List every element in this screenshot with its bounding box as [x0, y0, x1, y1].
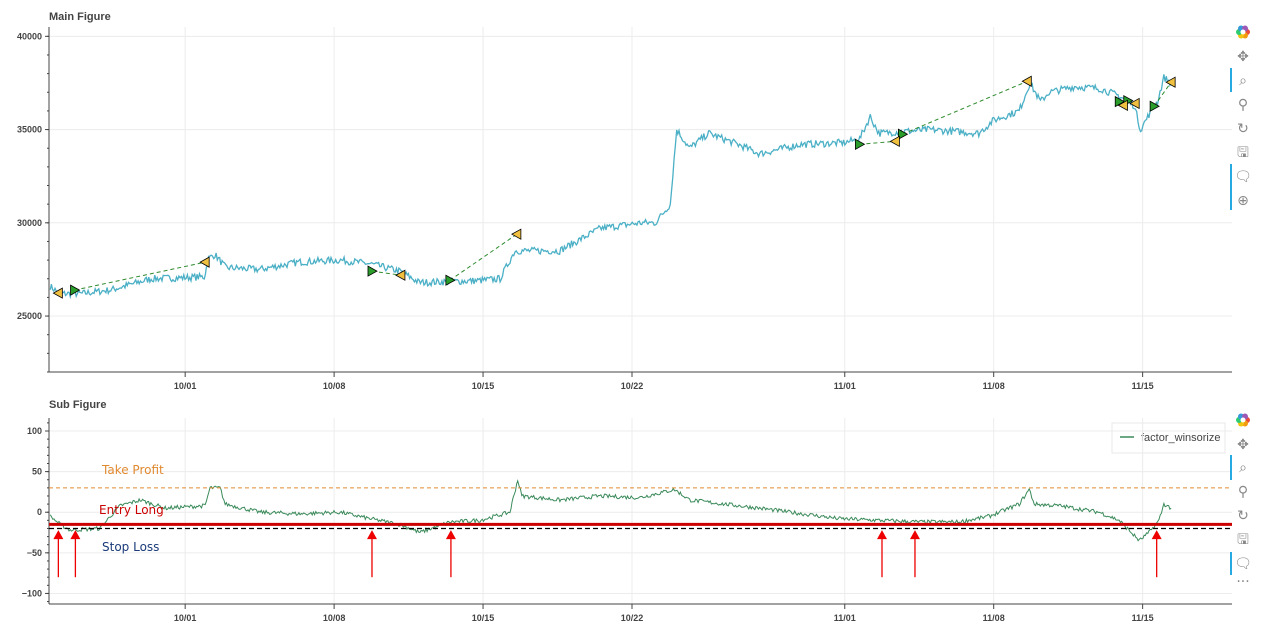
reset-icon[interactable]: ↻ [1237, 121, 1249, 137]
entry-signal-arrow [909, 530, 920, 578]
y-tick-label: 30000 [17, 218, 42, 228]
sub-figure[interactable]: Sub Figure factor_winsorize −100 −50 0 50 10… [22, 399, 1232, 623]
toolbars: ✥ ⌕ ⚲ ↻ 🖫 🗨 ⊕ ✥ ⌕ ⚲ ↻ 🖫 🗨 ··· [1230, 25, 1252, 590]
y-tick-label: 35000 [17, 125, 42, 135]
entry-marker[interactable] [855, 138, 866, 150]
trade-line [1153, 81, 1172, 107]
exit-marker[interactable] [395, 269, 406, 281]
entry-marker[interactable] [1149, 100, 1160, 112]
exit-marker[interactable] [1129, 97, 1140, 110]
crosshair-icon[interactable]: ⊕ [1237, 193, 1249, 209]
sub-figure-title: Sub Figure [49, 399, 106, 411]
x-tick-label: 11/08 [983, 613, 1005, 623]
entry-signal-arrow [53, 530, 64, 578]
legend-box [1111, 422, 1226, 454]
trade-line [859, 140, 896, 145]
y-tick-label: 25000 [17, 311, 42, 321]
trade-line [902, 80, 1028, 135]
entry-signal-arrow [1151, 530, 1162, 578]
arrow-head-icon [366, 530, 377, 540]
entry-marker[interactable] [445, 274, 456, 286]
x-tick-label: 11/01 [834, 613, 856, 623]
trade-line [74, 261, 206, 291]
arrow-head-icon [445, 530, 456, 540]
arrow-head-icon [1151, 530, 1162, 540]
entry-marker[interactable] [1114, 95, 1126, 108]
legend[interactable]: factor_winsorize [1111, 422, 1226, 454]
x-tick-label: 11/01 [834, 381, 856, 391]
exit-marker[interactable] [52, 287, 63, 299]
stop-loss-label: Stop Loss [102, 540, 159, 554]
take-profit-label: Take Profit [101, 463, 164, 477]
entry-marker[interactable] [70, 284, 81, 296]
y-tick-label: 0 [37, 507, 42, 517]
y-tick-label: −100 [22, 588, 42, 598]
arrow-head-icon [909, 530, 920, 540]
x-tick-label: 11/15 [1132, 381, 1154, 391]
entry-marker[interactable] [898, 128, 909, 140]
bokeh-logo-icon[interactable] [1236, 413, 1250, 427]
save-icon[interactable]: 🖫 [1237, 532, 1249, 548]
box-zoom-icon[interactable]: ⌕ [1239, 460, 1247, 476]
arrow-head-icon [876, 530, 887, 540]
y-tick-label: 100 [27, 426, 42, 436]
x-tick-label: 11/08 [983, 381, 1005, 391]
entry-signal-arrow [70, 530, 81, 578]
arrow-head-icon [53, 530, 64, 540]
wheel-zoom-icon[interactable]: ⚲ [1238, 97, 1248, 113]
active-tool-indicator [1230, 455, 1232, 480]
x-tick-label: 10/22 [621, 381, 644, 391]
trade-line [371, 270, 401, 276]
active-tool-indicator [1230, 164, 1232, 210]
hover-icon[interactable]: 🗨 [1234, 556, 1252, 572]
x-tick-label: 10/08 [323, 613, 346, 623]
entry-signal-arrow [876, 530, 887, 578]
pan-icon[interactable]: ✥ [1237, 49, 1249, 65]
legend-label: factor_winsorize [1141, 432, 1220, 444]
factor-line [49, 479, 1172, 542]
x-tick-label: 10/15 [472, 613, 495, 623]
x-tick-label: 10/08 [323, 381, 346, 391]
x-tick-label: 11/15 [1132, 613, 1154, 623]
exit-marker[interactable] [199, 256, 210, 268]
x-tick-label: 10/01 [174, 381, 197, 391]
wheel-zoom-icon[interactable]: ⚲ [1238, 484, 1248, 500]
entry-signal-arrow [366, 530, 377, 578]
bokeh-logo-icon[interactable] [1236, 25, 1250, 39]
main-figure-title: Main Figure [49, 11, 111, 23]
reset-icon[interactable]: ↻ [1237, 508, 1249, 524]
more-tools-button[interactable]: ··· [1236, 574, 1249, 590]
entry-marker[interactable] [367, 265, 378, 277]
exit-marker[interactable] [1165, 76, 1176, 88]
active-tool-indicator [1230, 552, 1232, 575]
pan-icon[interactable]: ✥ [1237, 437, 1249, 453]
entry-long-label: Entry Long [99, 503, 164, 517]
price-line [49, 74, 1172, 300]
x-tick-label: 10/01 [174, 613, 197, 623]
x-tick-label: 10/15 [472, 381, 495, 391]
logo-center [1240, 417, 1246, 423]
hover-icon[interactable]: 🗨 [1234, 169, 1252, 185]
exit-marker[interactable] [889, 135, 900, 147]
active-tool-indicator [1230, 68, 1232, 92]
y-tick-label: 50 [32, 467, 42, 477]
logo-center [1240, 29, 1246, 35]
x-tick-label: 10/22 [621, 613, 644, 623]
exit-marker[interactable] [1117, 99, 1128, 112]
y-tick-label: 40000 [17, 31, 42, 41]
exit-marker[interactable] [1021, 75, 1032, 87]
y-tick-label: −50 [27, 548, 42, 558]
entry-signal-arrow [445, 530, 456, 578]
arrow-head-icon [70, 530, 81, 540]
save-icon[interactable]: 🖫 [1237, 145, 1249, 161]
box-zoom-icon[interactable]: ⌕ [1239, 73, 1247, 89]
exit-marker[interactable] [511, 228, 522, 240]
main-figure[interactable]: Main Figure 25000 30000 35000 40000 10/01 10/… [17, 11, 1232, 391]
